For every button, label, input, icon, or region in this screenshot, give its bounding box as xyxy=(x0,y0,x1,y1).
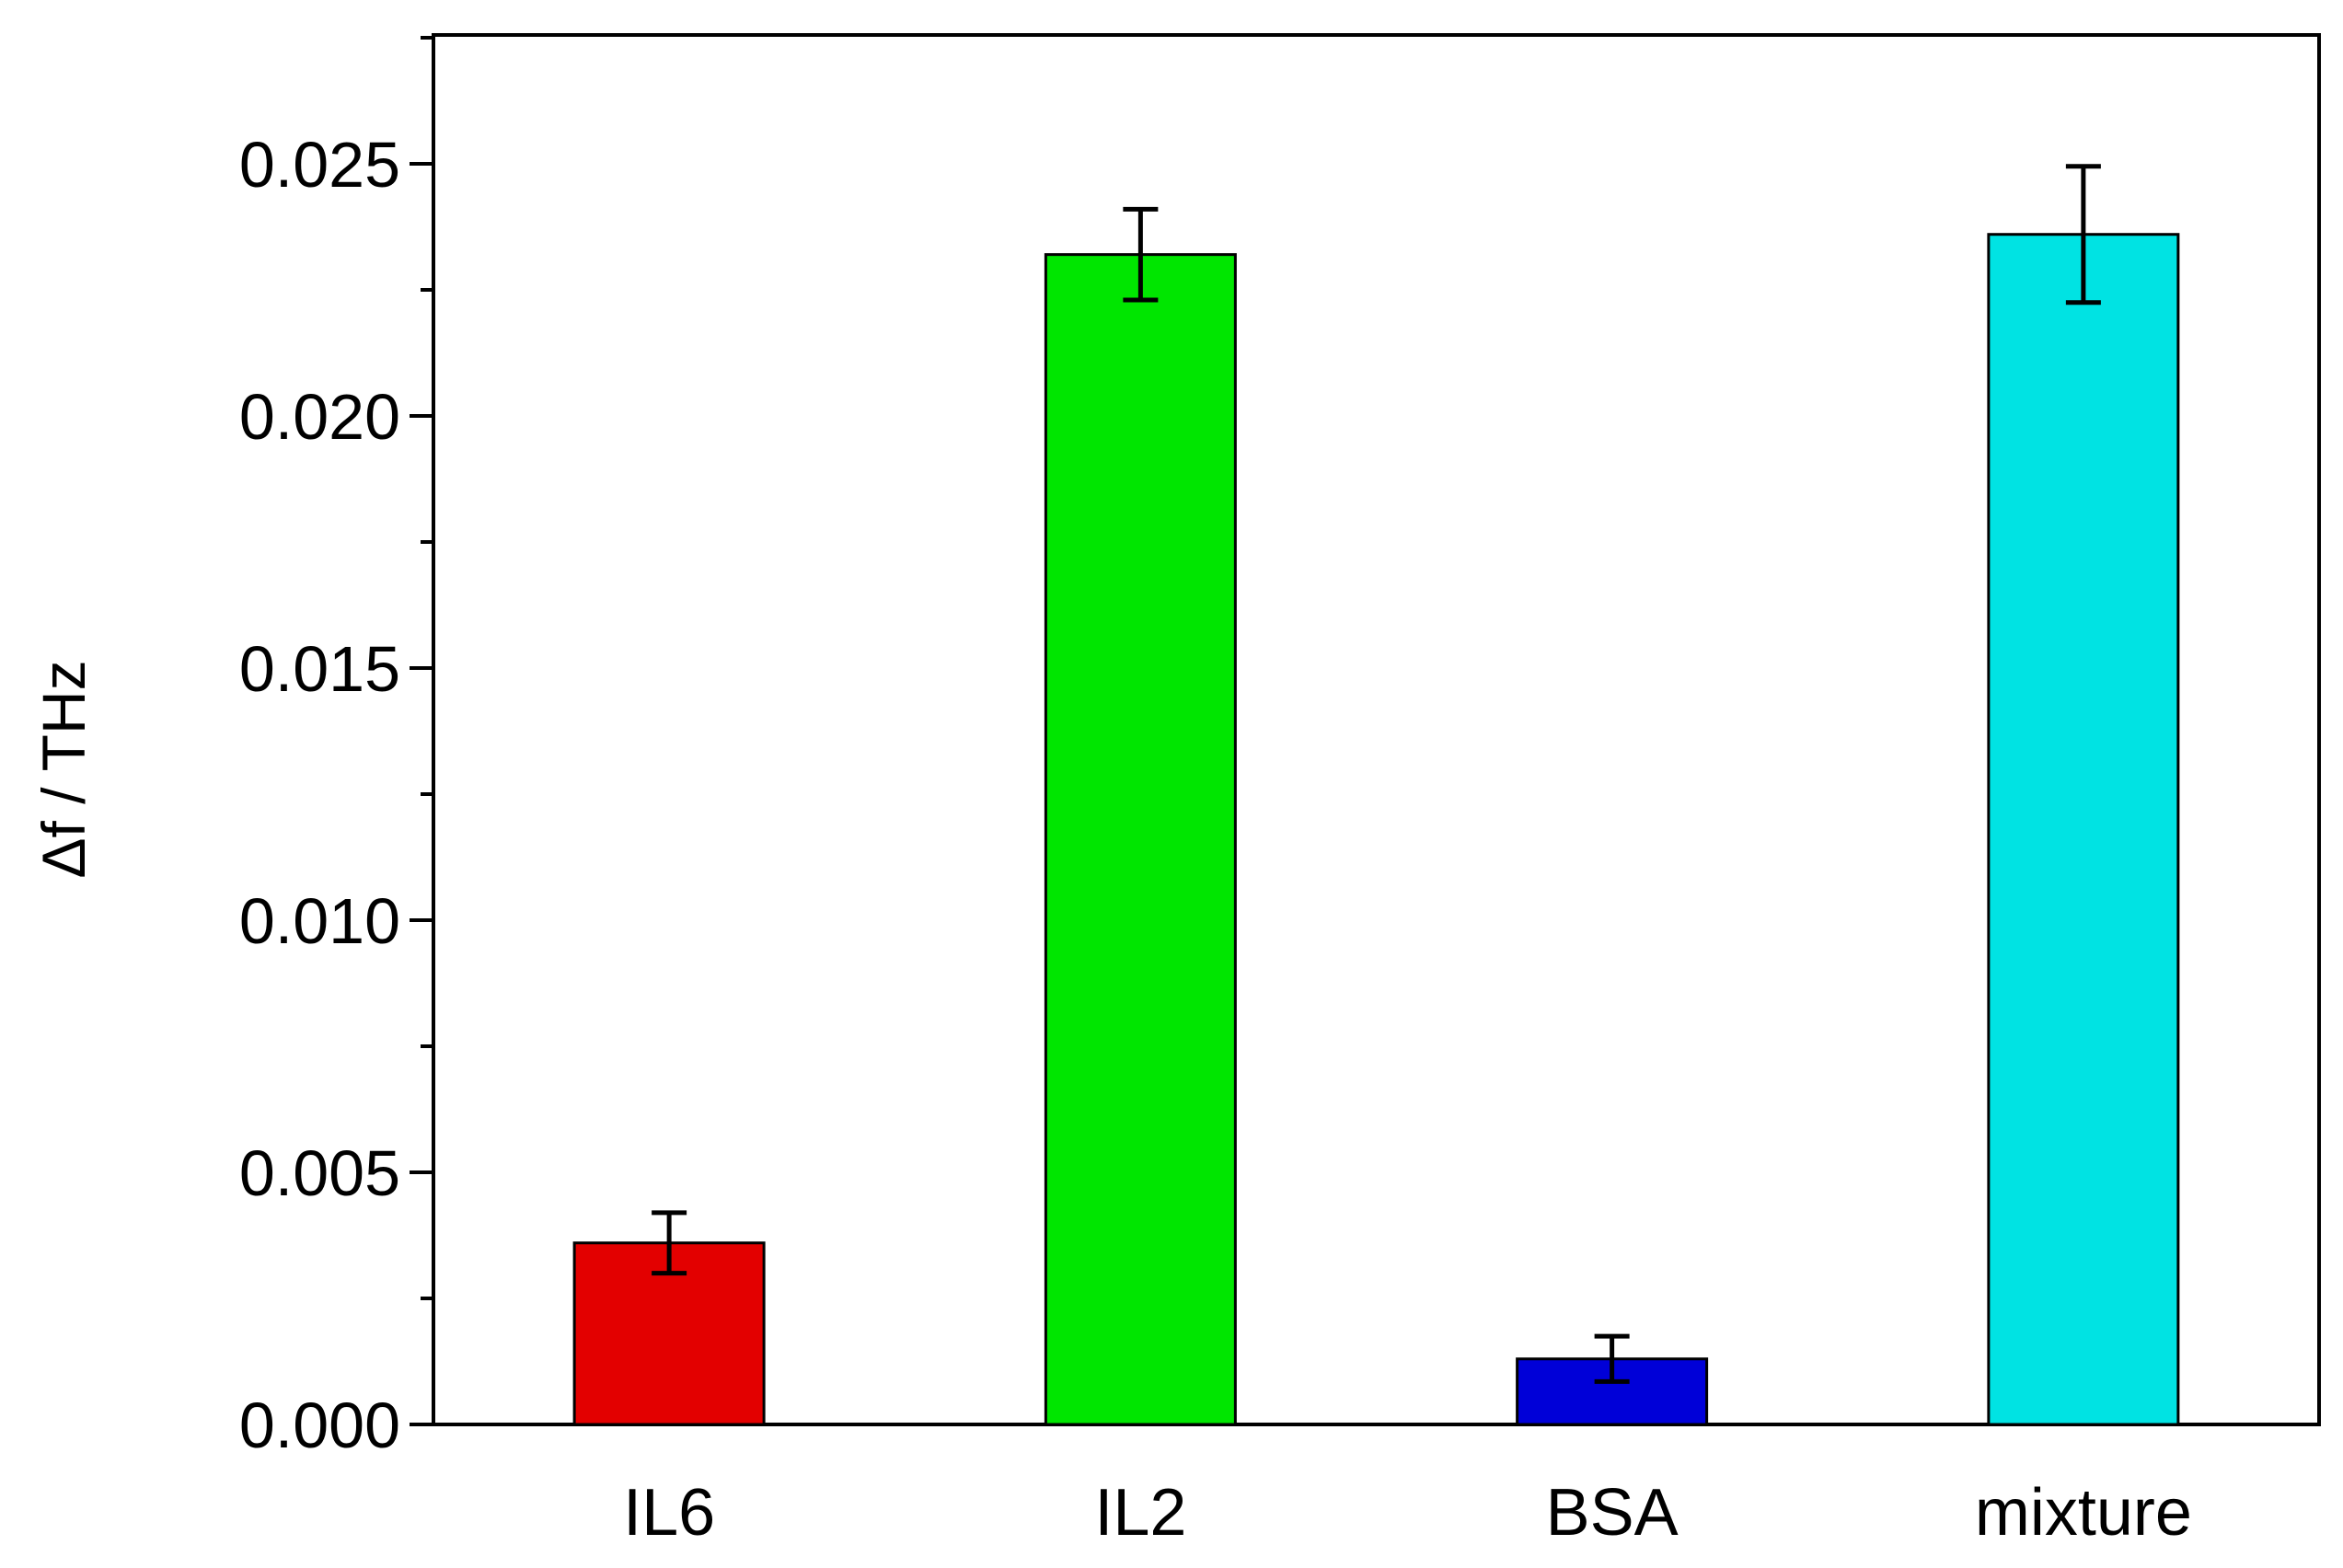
x-category-label: BSA xyxy=(1546,1476,1679,1550)
x-axis: IL6 IL2 BSA mixture xyxy=(623,1476,2192,1550)
error-bars-group xyxy=(652,164,2101,1384)
y-axis: 0.000 0.005 0.010 0.015 0.020 0.025 xyxy=(239,36,433,1461)
y-tick-label: 0.005 xyxy=(239,1137,400,1209)
y-axis-title: Δf / THz xyxy=(29,660,98,878)
y-tick-label: 0.010 xyxy=(239,885,400,957)
y-tick-label: 0.015 xyxy=(239,633,400,705)
bars-group xyxy=(572,233,2180,1426)
x-category-label: IL2 xyxy=(1094,1476,1186,1550)
bar-il2 xyxy=(1044,253,1237,1426)
bar-mixture xyxy=(1987,233,2180,1426)
y-tick-label: 0.025 xyxy=(239,129,400,201)
plot-frame xyxy=(432,33,2321,1426)
x-category-label: mixture xyxy=(1975,1476,2192,1550)
y-tick-label: 0.020 xyxy=(239,381,400,453)
x-category-label: IL6 xyxy=(623,1476,715,1550)
y-tick-label: 0.000 xyxy=(239,1389,400,1461)
